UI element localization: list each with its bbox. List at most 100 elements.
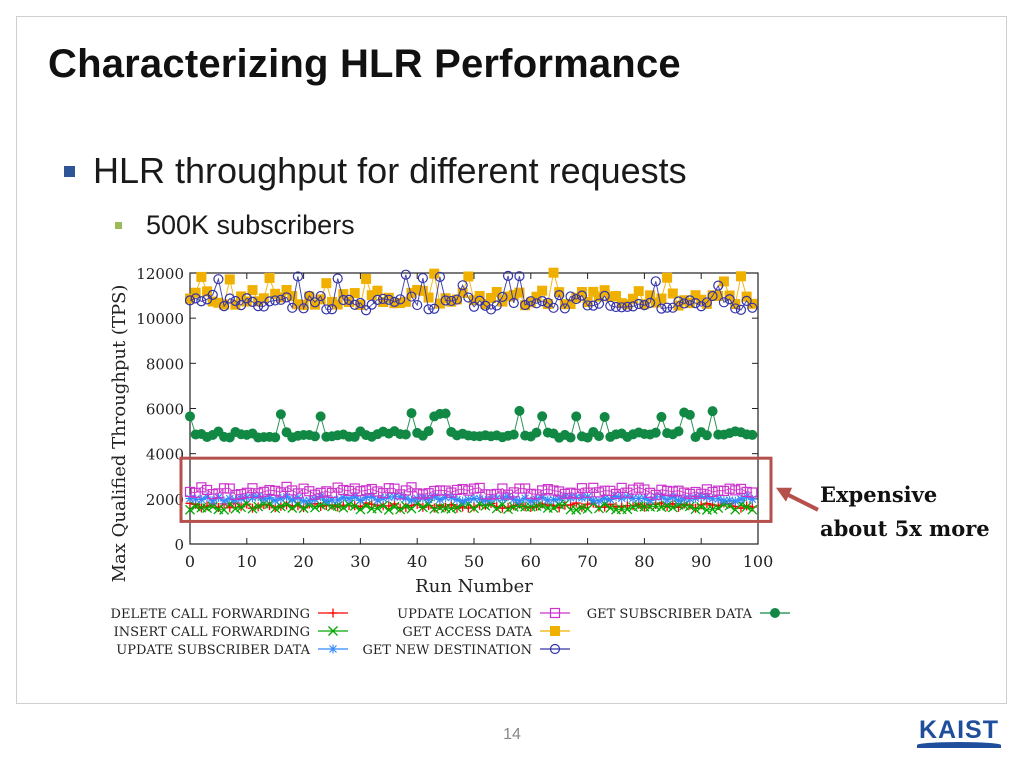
bullet-square-icon <box>64 165 75 177</box>
data-point-2 <box>367 492 377 502</box>
data-point-0 <box>696 500 706 510</box>
data-point-5 <box>588 300 599 311</box>
data-point-3 <box>326 487 338 499</box>
data-point-6 <box>684 409 695 420</box>
data-point-5 <box>309 297 321 308</box>
data-point-5 <box>747 302 758 313</box>
data-point-6 <box>673 426 684 437</box>
callout-arrow-head <box>776 487 792 502</box>
data-point-3 <box>707 486 718 498</box>
data-point-2 <box>378 493 388 503</box>
x-tick-label: 10 <box>237 552 257 571</box>
data-point-2 <box>588 495 598 505</box>
data-point-4 <box>713 290 724 301</box>
callout-line2: about 5x more <box>820 516 990 541</box>
x-tick-label: 30 <box>350 552 370 571</box>
data-point-0 <box>367 499 377 509</box>
data-point-2 <box>662 495 672 505</box>
data-point-3 <box>457 483 468 495</box>
data-point-5 <box>582 300 593 311</box>
data-point-1 <box>684 501 695 512</box>
data-point-1 <box>571 504 582 515</box>
data-point-3 <box>417 489 428 500</box>
data-point-4 <box>554 287 565 298</box>
data-point-1 <box>503 504 514 515</box>
data-point-2 <box>452 495 462 505</box>
data-point-4 <box>531 291 542 302</box>
data-point-2 <box>361 492 371 502</box>
data-point-6 <box>701 430 712 441</box>
data-point-5 <box>395 294 406 305</box>
data-point-5 <box>468 301 480 312</box>
data-point-5 <box>196 296 207 307</box>
data-point-2 <box>691 493 701 503</box>
data-point-5 <box>423 304 434 315</box>
data-point-1 <box>605 503 616 513</box>
legend-marker <box>328 608 338 618</box>
data-point-5 <box>730 303 741 314</box>
data-point-5 <box>355 297 366 309</box>
bullet-level1-text: HLR throughput for different requests <box>93 150 687 191</box>
x-tick-label: 0 <box>185 552 195 571</box>
data-point-4 <box>565 298 576 309</box>
data-point-4 <box>593 291 604 302</box>
data-point-2 <box>503 492 513 502</box>
data-point-5 <box>190 293 201 304</box>
data-point-3 <box>747 487 758 498</box>
data-point-3 <box>196 482 207 493</box>
data-point-5 <box>679 298 690 309</box>
data-point-4 <box>662 272 673 283</box>
data-point-2 <box>509 494 519 504</box>
data-point-5 <box>735 304 747 315</box>
data-point-3 <box>218 483 230 494</box>
data-point-5 <box>360 305 372 316</box>
data-point-3 <box>446 487 457 498</box>
data-point-2 <box>299 496 309 506</box>
data-point-4 <box>735 271 746 282</box>
data-point-2 <box>418 493 428 503</box>
data-point-2 <box>287 495 297 505</box>
data-point-2 <box>372 495 382 505</box>
data-point-3 <box>690 486 701 498</box>
data-point-1 <box>185 504 195 515</box>
data-point-5 <box>542 297 553 308</box>
data-point-5 <box>616 302 627 313</box>
data-point-5 <box>378 293 389 304</box>
legend-label: DELETE CALL FORWARDING <box>111 607 310 622</box>
data-point-5 <box>644 297 656 308</box>
data-point-3 <box>508 487 519 498</box>
data-point-2 <box>639 493 649 503</box>
data-point-6 <box>593 431 604 442</box>
data-point-3 <box>525 488 536 499</box>
data-point-5 <box>184 295 196 306</box>
data-point-3 <box>338 484 349 496</box>
data-point-5 <box>713 280 724 291</box>
bullet-level2-text: 500K subscribers <box>146 210 355 240</box>
data-point-1 <box>491 503 502 514</box>
data-point-4 <box>622 299 633 310</box>
data-point-5 <box>281 292 292 303</box>
data-point-3 <box>684 488 695 499</box>
data-point-2 <box>577 493 587 503</box>
data-point-1 <box>690 504 701 515</box>
data-point-1 <box>253 501 264 512</box>
legend-marker <box>549 643 561 655</box>
data-point-4 <box>667 288 678 299</box>
data-point-6 <box>537 411 548 422</box>
data-point-5 <box>548 302 559 313</box>
data-point-4 <box>321 278 332 289</box>
data-point-4 <box>281 284 292 295</box>
data-point-1 <box>247 503 258 514</box>
data-point-4 <box>196 271 207 282</box>
data-point-4 <box>327 296 337 307</box>
data-point-6 <box>185 411 195 422</box>
data-point-2 <box>321 496 331 506</box>
legend-label: GET NEW DESTINATION <box>362 643 532 658</box>
data-point-6 <box>315 411 326 422</box>
data-point-0 <box>384 501 394 511</box>
data-point-2 <box>401 493 411 503</box>
data-point-2 <box>645 496 655 506</box>
data-point-5 <box>270 295 281 306</box>
data-point-5 <box>406 291 417 302</box>
